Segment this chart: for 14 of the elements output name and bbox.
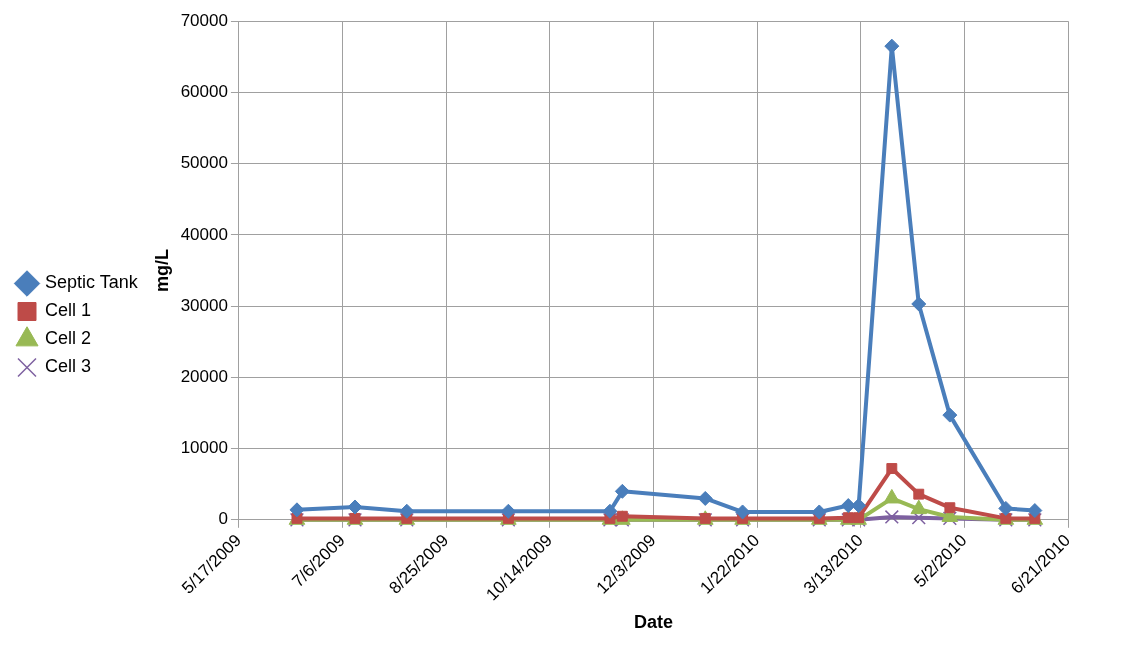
y-tick-label: 70000 — [180, 10, 228, 30]
y-tick-label: 60000 — [180, 82, 228, 102]
y-tick-label: 40000 — [180, 224, 228, 244]
legend-label: Cell 1 — [45, 300, 92, 321]
legend-label: Cell 2 — [45, 328, 92, 349]
legend-label: Septic Tank — [45, 272, 139, 293]
legend-label: Cell 3 — [45, 356, 92, 377]
y-tick-label: 50000 — [180, 153, 228, 173]
y-tick-label: 30000 — [180, 295, 228, 315]
x-axis-title: Date — [633, 612, 673, 633]
y-axis-title: mg/L — [151, 249, 172, 293]
y-tick-label: 0 — [218, 509, 228, 529]
y-tick-label: 20000 — [180, 367, 228, 387]
y-tick-label: 10000 — [180, 438, 228, 458]
